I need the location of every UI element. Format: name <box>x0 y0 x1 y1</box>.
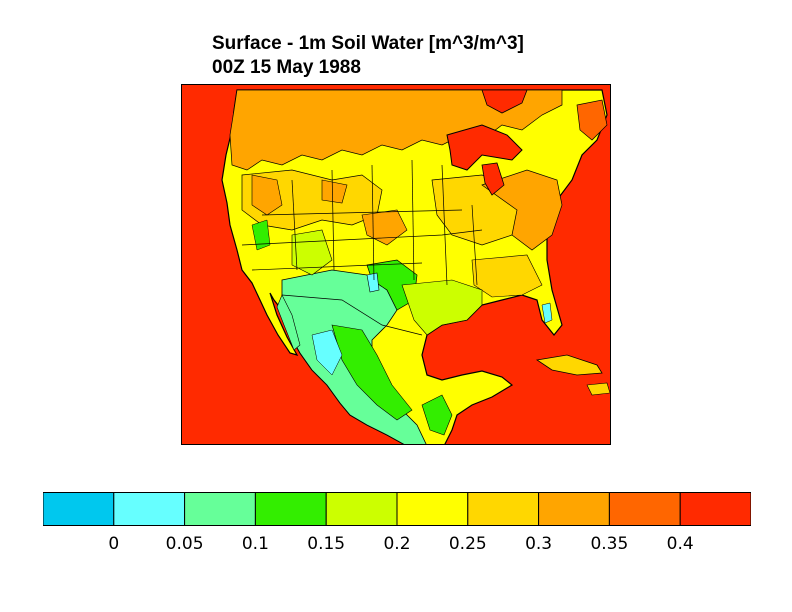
eastern-orange-region <box>481 169 563 251</box>
colorbar-tick-label: 0.4 <box>666 534 694 554</box>
colorbar-tick-label: 0.2 <box>383 534 411 554</box>
florida-cyan-patch <box>541 302 553 324</box>
map-canvas <box>221 89 610 444</box>
colorbar-swatch <box>608 492 681 526</box>
map-subtitle-date: 00Z 15 May 1988 <box>212 57 361 78</box>
canada-orange-region <box>229 89 563 171</box>
colorbar-tick-label: 0 <box>108 534 120 554</box>
colorbar-swatch <box>679 492 751 526</box>
colorbar-swatch <box>325 492 398 526</box>
colorbar-swatch <box>113 492 186 526</box>
dry-cyan-patch-2 <box>311 329 343 376</box>
colorbar-tick-labels: 0 0.05 0.1 0.15 0.2 0.25 0.3 0.35 0.4 <box>0 534 792 558</box>
northeast-red-area <box>576 99 608 141</box>
hispaniola <box>586 382 610 396</box>
colorbar-tick-label: 0.35 <box>590 534 629 554</box>
baja-green <box>276 294 301 351</box>
colorbar-swatch <box>254 492 327 526</box>
cuba <box>535 354 603 376</box>
soil-water-map <box>181 84 611 445</box>
land-fields <box>221 89 610 444</box>
colorbar-swatch <box>396 492 469 526</box>
southeast-mexico-green <box>421 394 453 436</box>
colorbar-swatch <box>184 492 256 526</box>
colorbar-tick-label: 0.3 <box>525 534 553 554</box>
colorbar-tick-label: 0.05 <box>165 534 204 554</box>
colorbar-swatch <box>43 492 115 526</box>
northern-rockies-green <box>251 219 271 251</box>
colorbar-tick-label: 0.15 <box>307 534 346 554</box>
map-title: Surface - 1m Soil Water [m^3/m^3] <box>212 33 524 54</box>
colorbar-tick-label: 0.25 <box>448 534 487 554</box>
colorbar-swatch <box>467 492 540 526</box>
mexico-green-interior <box>331 324 413 421</box>
great-lakes <box>446 124 523 171</box>
political-boundaries <box>241 159 483 336</box>
southeast-gold-region <box>471 254 543 298</box>
hudson-bay-area <box>481 89 528 114</box>
colorbar-swatch <box>538 492 610 526</box>
colorbar-tick-label: 0.1 <box>241 534 269 554</box>
gulf-coast-yellowgreen <box>401 279 483 336</box>
lake-michigan-huron <box>481 162 505 196</box>
northwest-orange-region <box>251 174 283 216</box>
central-orange-patch <box>321 179 348 204</box>
colorbar <box>43 492 751 526</box>
